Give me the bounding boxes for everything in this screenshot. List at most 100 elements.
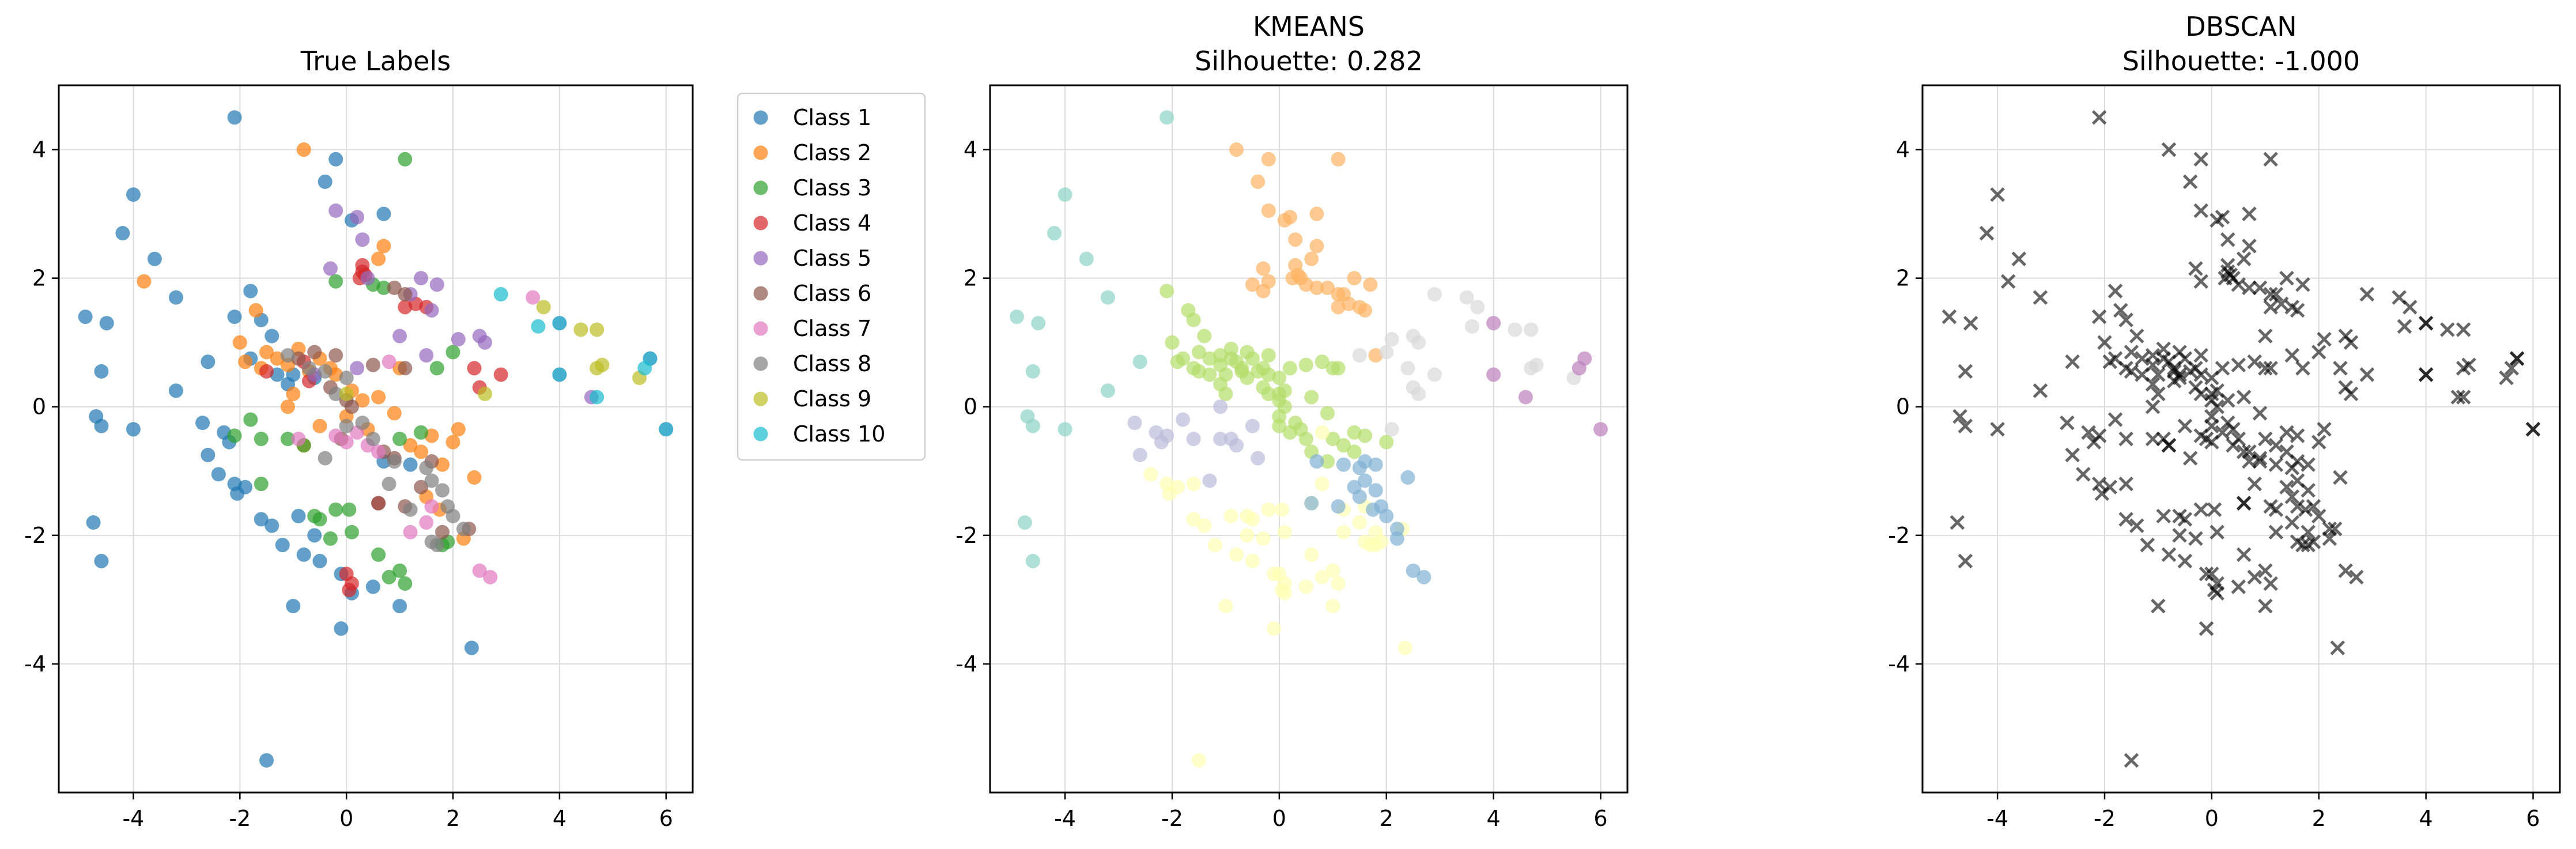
- data-point: [2193, 274, 2209, 289]
- plot-subtitle: Silhouette: 0.282: [1195, 46, 1423, 77]
- data-point: [1331, 152, 1346, 167]
- data-point: [1325, 599, 1340, 614]
- data-point: [1159, 110, 1174, 125]
- data-point: [2295, 361, 2310, 376]
- data-point: [2231, 357, 2246, 372]
- data-point: [248, 303, 263, 318]
- data-point: [464, 640, 479, 655]
- data-point: [1958, 418, 1973, 433]
- data-point: [99, 316, 114, 331]
- data-point: [2311, 435, 2326, 450]
- data-point: [2338, 563, 2354, 578]
- data-point: [318, 451, 333, 466]
- data-point: [2124, 364, 2139, 379]
- data-point: [1347, 444, 1362, 459]
- x-tick-label: -4: [1054, 806, 1076, 831]
- data-point: [2188, 531, 2203, 546]
- y-tick-label: 2: [964, 266, 977, 291]
- data-point: [2129, 518, 2144, 533]
- data-point: [2343, 386, 2359, 402]
- data-point: [1417, 569, 1431, 584]
- data-point: [403, 502, 418, 517]
- data-point: [2193, 348, 2209, 363]
- data-point: [1165, 335, 1180, 350]
- data-point: [2450, 390, 2466, 405]
- data-point: [286, 386, 301, 401]
- data-point: [1256, 531, 1271, 546]
- data-point: [2161, 142, 2177, 157]
- data-point: [1218, 599, 1233, 614]
- x-tick-label: 4: [553, 806, 566, 831]
- data-point: [1223, 508, 1238, 523]
- data-point: [94, 418, 109, 433]
- x-tick-label: 6: [1593, 806, 1607, 831]
- data-point: [2258, 563, 2273, 578]
- data-point: [126, 187, 141, 202]
- data-point: [280, 399, 295, 414]
- data-point: [2204, 370, 2219, 386]
- legend-label: Class 8: [793, 351, 871, 376]
- legend-label: Class 2: [793, 140, 871, 165]
- data-point: [414, 271, 429, 286]
- data-point: [339, 435, 354, 450]
- data-point: [2252, 454, 2268, 469]
- data-point: [371, 390, 386, 405]
- x-tick-label: 2: [1380, 806, 1393, 831]
- y-tick-label: 2: [32, 266, 46, 291]
- data-point: [2263, 286, 2278, 302]
- data-point: [2182, 364, 2198, 379]
- data-point: [344, 399, 359, 414]
- data-point: [2118, 312, 2133, 327]
- data-point: [424, 303, 439, 318]
- data-point: [1368, 483, 1383, 498]
- data-point: [1347, 271, 1362, 286]
- data-point: [472, 563, 487, 578]
- y-tick-label: -2: [1888, 523, 1910, 548]
- data-point: [2290, 499, 2305, 514]
- data-point: [2167, 361, 2182, 376]
- data-point: [1186, 432, 1201, 446]
- data-point: [419, 348, 434, 363]
- data-point: [590, 390, 605, 405]
- data-point: [2295, 537, 2310, 553]
- data-point: [398, 361, 413, 376]
- data-point: [1406, 563, 1421, 578]
- data-point: [2236, 547, 2252, 563]
- data-point: [1315, 569, 1329, 584]
- data-point: [1486, 316, 1501, 331]
- data-point: [1261, 152, 1276, 167]
- data-point: [2322, 521, 2337, 537]
- data-point: [2204, 386, 2219, 402]
- data-point: [2172, 345, 2187, 360]
- data-point: [2151, 367, 2166, 382]
- data-point: [2033, 383, 2048, 398]
- gridlines: [1922, 85, 2560, 793]
- data-point: [1132, 354, 1147, 369]
- data-point: [1309, 280, 1324, 295]
- data-point: [2247, 476, 2263, 492]
- data-point: [590, 361, 605, 376]
- data-point: [339, 418, 354, 433]
- data-point: [1197, 329, 1212, 344]
- data-point: [328, 203, 343, 218]
- data-point: [328, 502, 343, 517]
- data-point: [2499, 370, 2514, 386]
- data-point: [1079, 251, 1094, 266]
- data-point: [2193, 502, 2209, 517]
- legend-marker: [753, 286, 768, 301]
- data-point: [1963, 315, 1978, 331]
- data-point: [1213, 432, 1228, 446]
- data-point: [2177, 512, 2193, 527]
- legend-marker: [753, 180, 768, 195]
- data-point: [2118, 512, 2133, 527]
- data-point: [2161, 547, 2177, 563]
- data-point: [238, 480, 253, 495]
- data-point: [2284, 348, 2300, 363]
- data-point: [493, 367, 508, 382]
- legend-label: Class 6: [793, 281, 871, 306]
- legend-label: Class 1: [793, 105, 871, 130]
- data-point: [365, 579, 380, 594]
- data-point: [312, 418, 327, 433]
- data-point: [1400, 470, 1415, 485]
- data-point: [2263, 361, 2278, 376]
